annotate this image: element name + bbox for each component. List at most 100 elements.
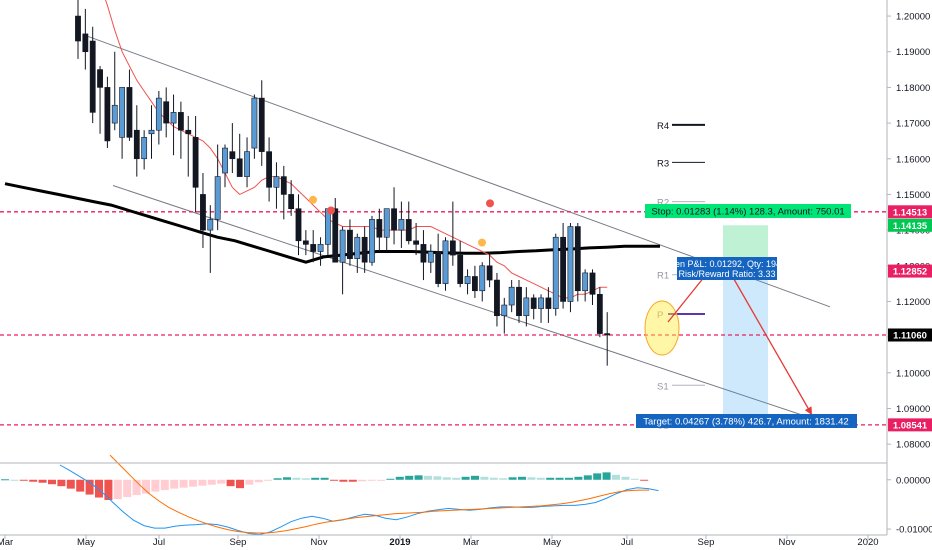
histogram-bar	[395, 476, 404, 480]
time-tick-label: Jul	[153, 537, 165, 548]
histogram-bar	[546, 477, 555, 480]
candle-body	[538, 297, 544, 309]
histogram-bar	[480, 476, 489, 480]
candle-body	[574, 226, 581, 292]
histogram-bar	[367, 479, 376, 481]
candle-body	[258, 97, 265, 152]
candle-body	[376, 219, 383, 238]
histogram-bar	[348, 479, 357, 482]
time-axis[interactable]: Mar May Jul Sep Nov 2019 Mar May Jul Sep Nov 2020	[0, 462, 887, 548]
price-tick-label: 1.16000	[896, 154, 930, 165]
candle-body	[449, 240, 456, 256]
histogram-bar	[574, 476, 583, 480]
time-tick-label: Sep	[230, 537, 247, 548]
candle-body	[471, 276, 478, 292]
candle-body	[288, 194, 295, 210]
histogram-bar	[414, 475, 423, 480]
target-label: Target: 0.04267 (3.78%) 426.7, Amount: 1…	[643, 417, 848, 428]
histogram-bar	[142, 479, 150, 494]
histogram-bar	[198, 479, 207, 486]
candle-body	[222, 147, 228, 174]
histogram-bar	[57, 479, 66, 487]
price-tag[interactable]	[888, 328, 932, 342]
price-tag[interactable]	[888, 264, 932, 278]
histogram-bar	[499, 478, 508, 480]
histogram-bar	[292, 477, 301, 480]
histogram-bar	[1, 479, 9, 481]
candle-body	[104, 87, 111, 142]
price-tick-label: 1.09000	[896, 404, 930, 415]
candle-body	[508, 286, 515, 306]
histogram-bar	[76, 479, 85, 492]
candle-body	[545, 297, 552, 309]
histogram-bar	[217, 479, 226, 484]
candle-body	[185, 129, 192, 135]
candle-body	[251, 97, 258, 149]
candle-body	[207, 219, 214, 231]
channel-lower-line[interactable]	[112, 185, 821, 422]
price-tag[interactable]	[888, 205, 932, 219]
pivot-label-r1: R1	[657, 271, 669, 282]
price-tag[interactable]	[888, 218, 932, 232]
histogram-bar	[104, 479, 113, 500]
candle-body	[413, 240, 419, 245]
macd-line	[59, 464, 659, 536]
candle-body	[486, 265, 493, 281]
candle-body	[596, 294, 603, 334]
histogram-bar	[565, 477, 573, 480]
candle-body	[479, 265, 486, 292]
candle-body	[369, 219, 375, 263]
time-tick-label: 2020	[857, 537, 878, 548]
histogram-bar	[489, 477, 498, 480]
pivot-label-p: P	[657, 310, 663, 321]
time-tick-label: Nov	[311, 537, 328, 548]
highlight-ellipse[interactable]	[644, 300, 680, 356]
histogram-bar	[160, 479, 169, 491]
time-tick-label: Jul	[621, 537, 633, 548]
candle-body	[516, 286, 522, 317]
histogram-bar	[301, 478, 310, 480]
target-label-box	[636, 414, 857, 428]
histogram-bar	[386, 478, 395, 480]
candle-body	[141, 137, 148, 160]
candle-body	[229, 151, 236, 160]
time-tick-label: May	[77, 537, 95, 548]
candle-body	[354, 236, 361, 259]
candle-body	[435, 251, 442, 284]
histogram-bar	[320, 477, 329, 480]
price-tag-label: 1.14135	[893, 221, 928, 232]
time-tick-label: Mar	[0, 537, 13, 548]
candle-body	[155, 97, 162, 131]
price-axis[interactable]: 1.20000 1.19000 1.18000 1.17000 1.16000 1.150…	[886, 0, 932, 535]
candle-body	[178, 112, 184, 131]
candle-body	[523, 297, 530, 317]
horizontal-levels[interactable]	[0, 211, 887, 426]
candle-body	[494, 279, 500, 317]
target-zone[interactable]	[723, 271, 768, 425]
candle-body	[582, 272, 589, 292]
time-tick-label: May	[543, 537, 561, 548]
candle-body	[75, 15, 81, 42]
price-tick-label: 1.20000	[896, 12, 930, 23]
long-short-position-tool[interactable]	[723, 225, 768, 425]
histogram-bar	[536, 477, 545, 480]
candle-body	[560, 236, 566, 302]
candle-body	[405, 219, 412, 242]
candle-body	[501, 304, 508, 317]
histogram-bar	[170, 479, 179, 489]
candle-body	[97, 69, 103, 88]
histogram-bar	[123, 479, 132, 498]
histogram-bar	[311, 477, 320, 480]
histogram-bar	[461, 476, 470, 480]
candle-body	[244, 151, 250, 177]
candle-body	[280, 176, 287, 195]
histogram-bar	[38, 479, 47, 483]
histogram-bar	[29, 479, 38, 482]
candle-body	[567, 226, 574, 302]
price-tag[interactable]	[888, 418, 932, 432]
histogram-bar	[442, 477, 451, 480]
pivot-label-s1: S1	[657, 381, 669, 392]
arrow-down-line[interactable]	[726, 266, 813, 416]
